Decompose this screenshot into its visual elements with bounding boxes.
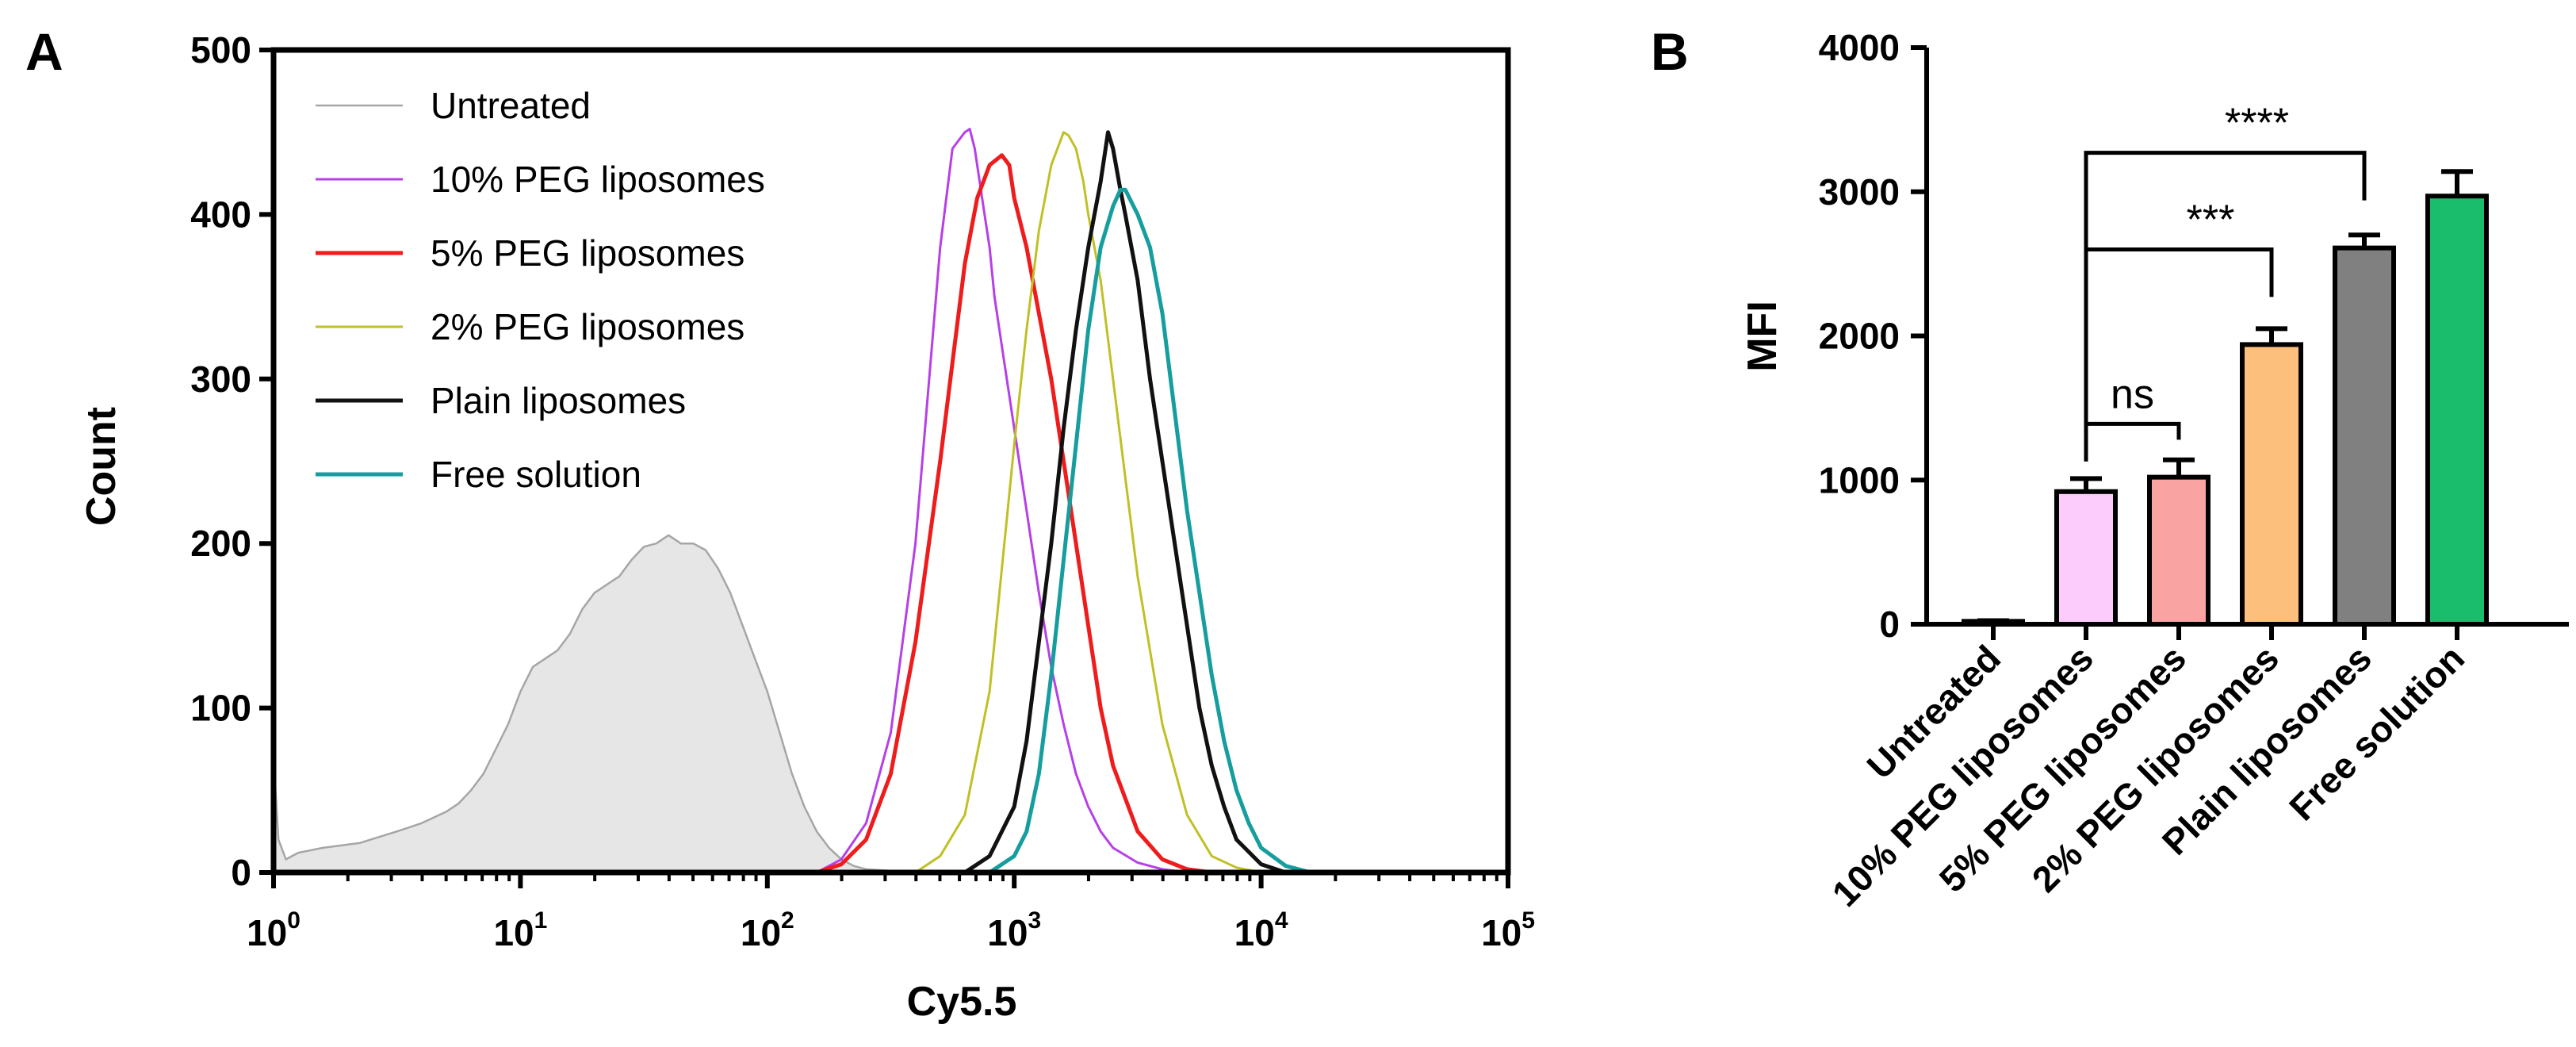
- bar: [2240, 342, 2303, 627]
- panel-a-letter: A: [25, 22, 63, 81]
- series-line-4: [963, 130, 1508, 875]
- legend-label: 5% PEG liposomes: [431, 232, 744, 274]
- series-line-5: [988, 187, 1508, 875]
- significance-label: ns: [2111, 371, 2154, 417]
- panel-a-y-ticks: 0 100 200 300 400 500: [190, 29, 274, 893]
- legend-label: 2% PEG liposomes: [431, 306, 744, 347]
- bar: [2054, 489, 2118, 627]
- panel-a-frame: [270, 47, 1511, 876]
- y-tick-label: 500: [190, 29, 251, 71]
- legend-label: Free solution: [431, 454, 641, 495]
- y-tick-label: 1000: [1819, 459, 1900, 500]
- panel-a-y-label: Count: [78, 407, 124, 526]
- y-tick-label: 0: [1879, 604, 1900, 645]
- significance-label: ***: [2187, 197, 2235, 243]
- series-line-2: [816, 153, 1508, 875]
- series-line-3: [914, 131, 1508, 874]
- x-tick-label: 102: [741, 907, 794, 953]
- significance-brackets: ns*******: [2084, 101, 2367, 462]
- y-tick-label: 0: [231, 852, 251, 893]
- legend-label: Plain liposomes: [431, 380, 686, 421]
- x-tick-label: 104: [1234, 907, 1288, 953]
- legend-label: Untreated: [431, 85, 591, 126]
- panel-b-y-ticks: 0 1000 2000 3000 4000: [1819, 27, 1927, 645]
- histogram-fills: [274, 535, 1015, 872]
- histogram-lines: [272, 128, 1508, 875]
- significance-label: ****: [2225, 101, 2289, 147]
- y-tick-label: 200: [190, 523, 251, 564]
- bars: [1962, 169, 2489, 627]
- bar: [2333, 245, 2396, 627]
- panel-a-x-label: Cy5.5: [907, 979, 1017, 1025]
- x-tick-label: 105: [1481, 907, 1535, 953]
- x-tick-label: 103: [987, 907, 1041, 953]
- y-tick-label: 300: [190, 359, 251, 400]
- bar: [2147, 474, 2210, 627]
- panel-b-y-label: MFI: [1740, 301, 1786, 372]
- series-line-1: [816, 128, 1508, 874]
- panel-b-letter: B: [1651, 22, 1689, 81]
- series-line-0: [272, 534, 1015, 874]
- series-fill-0: [274, 535, 1015, 872]
- y-tick-label: 2000: [1819, 316, 1900, 357]
- significance-bracket: [2084, 151, 2367, 462]
- y-tick-label: 100: [190, 688, 251, 729]
- legend-label: 10% PEG liposomes: [431, 159, 765, 200]
- panel-a: A 0 100 200 300 400 500 100 101 102 103 104 105 Un…: [25, 22, 1535, 1025]
- y-tick-label: 3000: [1819, 171, 1900, 213]
- significance-bracket: [2084, 421, 2181, 462]
- legend: Untreated 10% PEG liposomes 5% PEG liposom…: [316, 85, 765, 495]
- y-tick-label: 400: [190, 194, 251, 235]
- y-tick-label: 4000: [1819, 27, 1900, 68]
- panel-a-x-ticks: 100 101 102 103 104 105: [247, 872, 1535, 953]
- bar: [2425, 194, 2489, 627]
- x-tick-label: 101: [493, 907, 547, 953]
- x-tick-label: 100: [247, 907, 300, 953]
